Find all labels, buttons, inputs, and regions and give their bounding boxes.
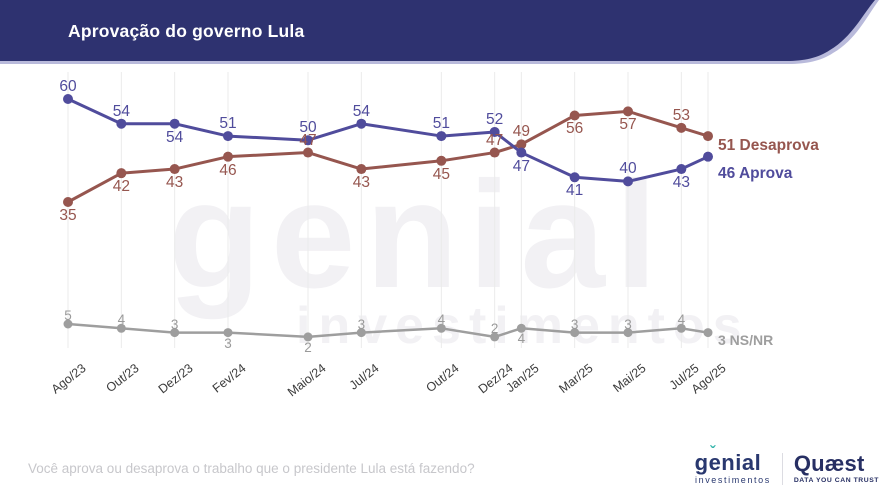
data-point-nsnr-Jul/24 <box>356 328 366 338</box>
genial-logo: ˇ genial investimentos <box>685 445 771 485</box>
data-point-aprova-Mai/25 <box>623 176 633 187</box>
data-point-desaprova-Fev/24 <box>223 151 233 162</box>
data-point-desaprova-Mar/25 <box>569 110 580 121</box>
data-point-desaprova-Ago/23 <box>63 197 73 207</box>
data-point-nsnr-Ago/23 <box>63 319 73 329</box>
data-point-aprova-Mar/25 <box>569 172 580 183</box>
data-point-aprova-Out/24 <box>436 131 447 142</box>
data-point-nsnr-Mar/25 <box>570 328 580 338</box>
data-point-aprova-Jul/25 <box>676 164 687 175</box>
data-point-nsnr-Jan/25 <box>516 323 526 333</box>
data-point-aprova-Ago/23 <box>63 94 73 104</box>
logo-divider <box>781 452 783 485</box>
data-point-desaprova-Dez/23 <box>169 164 180 175</box>
data-point-desaprova-Maio/24 <box>303 147 313 158</box>
data-point-desaprova-Jan/25 <box>516 139 527 150</box>
header-banner <box>0 0 879 64</box>
data-point-aprova-Maio/24 <box>303 135 313 146</box>
data-point-aprova-Dez/23 <box>169 118 180 129</box>
data-point-nsnr-Fev/24 <box>223 328 233 338</box>
page-title: Aprovação do governo Lula <box>68 21 305 41</box>
data-point-aprova-Jan/25 <box>516 147 527 158</box>
quaest-logo-tagline: DATA YOU CAN TRUST <box>793 476 879 484</box>
series-line-nsnr <box>67 322 709 339</box>
data-point-nsnr-Dez/23 <box>170 328 180 338</box>
genial-logo-name: genial <box>694 450 762 475</box>
data-point-nsnr-Out/23 <box>116 323 126 333</box>
data-point-desaprova-Out/23 <box>116 168 127 179</box>
data-point-nsnr-Mai/25 <box>623 328 633 338</box>
data-point-desaprova-Dez/24 <box>489 147 500 158</box>
data-point-nsnr-Out/24 <box>436 323 446 333</box>
data-point-aprova-Ago/25 <box>703 151 713 162</box>
data-point-desaprova-Jul/25 <box>676 122 687 133</box>
survey-question: Você aprova ou desaprova o trabalho que … <box>28 461 475 476</box>
data-point-desaprova-Ago/25 <box>703 131 713 142</box>
data-point-nsnr-Jul/25 <box>676 323 686 333</box>
data-point-desaprova-Mai/25 <box>623 106 633 117</box>
data-point-aprova-Dez/24 <box>489 126 500 137</box>
genial-logo-subtitle: investimentos <box>695 475 771 485</box>
data-point-nsnr-Ago/25 <box>703 328 713 338</box>
logo-row: ˇ genial investimentos Quæst DATA YOU CA… <box>685 445 879 485</box>
quaest-logo-name: Quæst <box>793 450 865 476</box>
data-point-nsnr-Maio/24 <box>303 332 313 342</box>
data-point-desaprova-Out/24 <box>436 155 447 166</box>
data-point-aprova-Jul/24 <box>356 118 367 129</box>
data-point-desaprova-Jul/24 <box>356 164 367 175</box>
banner-shape <box>0 0 875 61</box>
data-point-aprova-Out/23 <box>116 118 127 129</box>
data-point-nsnr-Dez/24 <box>490 332 500 342</box>
genial-accent-icon: ˇ <box>710 444 716 461</box>
quaest-logo: Quæst DATA YOU CAN TRUST <box>793 450 879 485</box>
data-point-aprova-Fev/24 <box>223 131 233 142</box>
